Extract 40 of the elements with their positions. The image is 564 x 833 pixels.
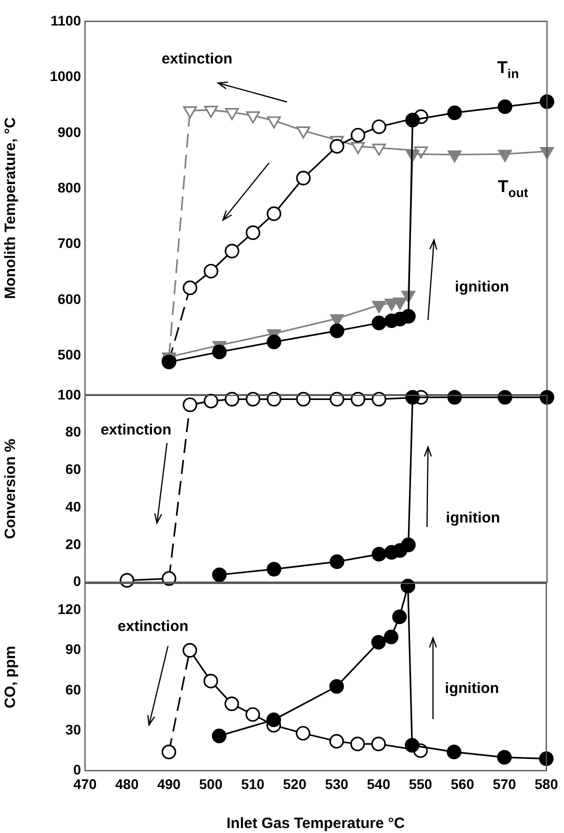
y-tick-label: 100 — [58, 386, 82, 402]
x-tick-label: 510 — [241, 776, 265, 792]
y-tick-label: 800 — [58, 179, 82, 196]
y-tick-label: 1000 — [50, 68, 82, 84]
y-tick-label: 90 — [65, 641, 82, 658]
y-tick-label: 0 — [73, 762, 82, 778]
y-tick-label: 900 — [58, 123, 82, 140]
annotation: ignition — [454, 278, 510, 296]
y-axis-title: Conversion % — [2, 438, 20, 539]
y-tick-label: 60 — [65, 461, 82, 478]
y-axis-title: Monolith Temperature, °C — [2, 116, 20, 299]
y-tick-label: 20 — [65, 536, 82, 552]
y-tick-label: 500 — [58, 346, 82, 362]
x-tick-label: 530 — [324, 776, 349, 792]
x-tick-label: 480 — [115, 776, 139, 792]
x-tick-label: 520 — [283, 776, 307, 792]
y-tick-label: 600 — [58, 290, 82, 307]
annotation: ignition — [444, 680, 500, 698]
y-tick-label: 1100 — [50, 12, 82, 28]
annotation: ignition — [446, 510, 500, 527]
y-tick-label: 80 — [65, 424, 82, 440]
annotation: extinction — [118, 618, 188, 636]
annotation: extinction — [162, 50, 232, 68]
y-tick-label: 40 — [65, 498, 82, 514]
y-tick-label: 700 — [58, 234, 82, 251]
x-tick-label: 490 — [157, 776, 181, 792]
x-tick-label: 560 — [450, 776, 474, 792]
y-axis-title: CO, ppm — [2, 646, 20, 708]
x-tick-label: 550 — [408, 776, 432, 792]
annotation: extinction — [100, 421, 172, 438]
x-tick-label: 470 — [73, 776, 97, 792]
y-tick-label: 60 — [65, 681, 82, 698]
x-tick-label: 570 — [492, 776, 516, 792]
y-tick-label: 0 — [73, 573, 82, 590]
x-tick-label: 580 — [534, 776, 558, 792]
y-tick-label: 30 — [65, 721, 82, 738]
y-tick-label: 120 — [58, 601, 82, 618]
x-tick-label: 540 — [366, 776, 390, 792]
x-axis-title: Inlet Gas Temperature °C — [226, 815, 405, 832]
x-tick-label: 500 — [199, 776, 223, 792]
